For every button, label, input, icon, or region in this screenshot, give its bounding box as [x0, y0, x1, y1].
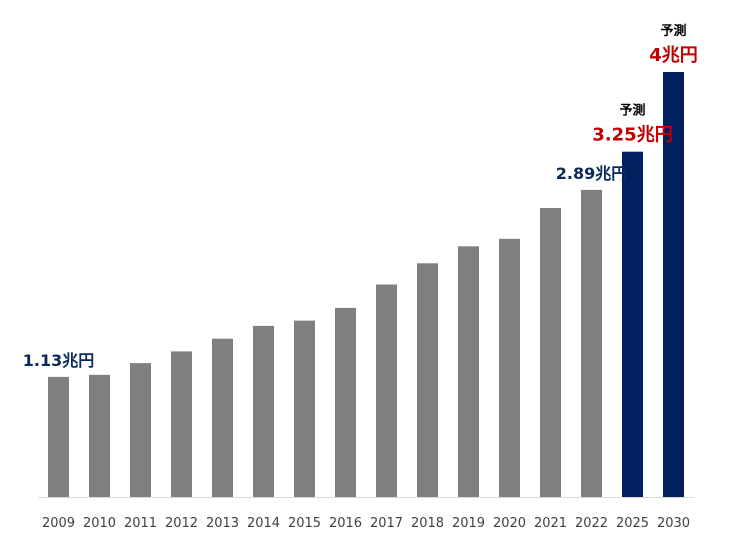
x-tick-label-2014: 2014 [247, 516, 280, 531]
bar-2012 [171, 351, 192, 497]
x-tick-label-2009: 2009 [42, 516, 75, 531]
bars-group [48, 72, 684, 498]
x-tick-label-2015: 2015 [288, 516, 321, 531]
x-tick-label-2012: 2012 [165, 516, 198, 531]
x-tick-label-2022: 2022 [575, 516, 608, 531]
x-tick-label-2013: 2013 [206, 516, 239, 531]
x-tick-label-2020: 2020 [493, 516, 526, 531]
bar-2015 [294, 320, 315, 497]
x-tick-label-2030: 2030 [657, 516, 690, 531]
bar-2009 [48, 376, 69, 497]
forecast-label-2025: 予測 [619, 103, 645, 119]
data-label-2022: 2.89兆円 [556, 164, 627, 183]
data-label-2030: 4兆円 [649, 45, 698, 66]
x-tick-label-2025: 2025 [616, 516, 649, 531]
bar-2016 [335, 307, 356, 497]
data-label-2025: 3.25兆円 [592, 125, 672, 146]
x-tick-label-2018: 2018 [411, 516, 444, 531]
x-tick-label-2019: 2019 [452, 516, 485, 531]
bar-2030 [663, 72, 684, 497]
x-tick-label-2017: 2017 [370, 516, 403, 531]
x-tick-label-2021: 2021 [534, 516, 567, 531]
x-tick-label-2010: 2010 [83, 516, 116, 531]
bar-2018 [417, 263, 438, 498]
data-label-2009: 1.13兆円 [23, 351, 94, 370]
bar-2021 [540, 208, 561, 497]
x-tick-label-2011: 2011 [124, 516, 157, 531]
forecast-label-2030: 予測 [660, 23, 686, 39]
bar-2020 [499, 238, 520, 498]
x-tick-label-2016: 2016 [329, 516, 362, 531]
bar-2011 [130, 363, 151, 497]
bar-2014 [253, 325, 274, 497]
bar-2010 [89, 374, 110, 497]
x-tick-labels: 2009 2010 2011 2012 2013 2014 2015 2016 2017 2018… [42, 516, 690, 531]
bar-2022 [581, 189, 602, 497]
bar-2019 [458, 246, 479, 498]
bar-2013 [212, 338, 233, 497]
bar-2017 [376, 284, 397, 497]
bar-2025 [622, 151, 643, 497]
